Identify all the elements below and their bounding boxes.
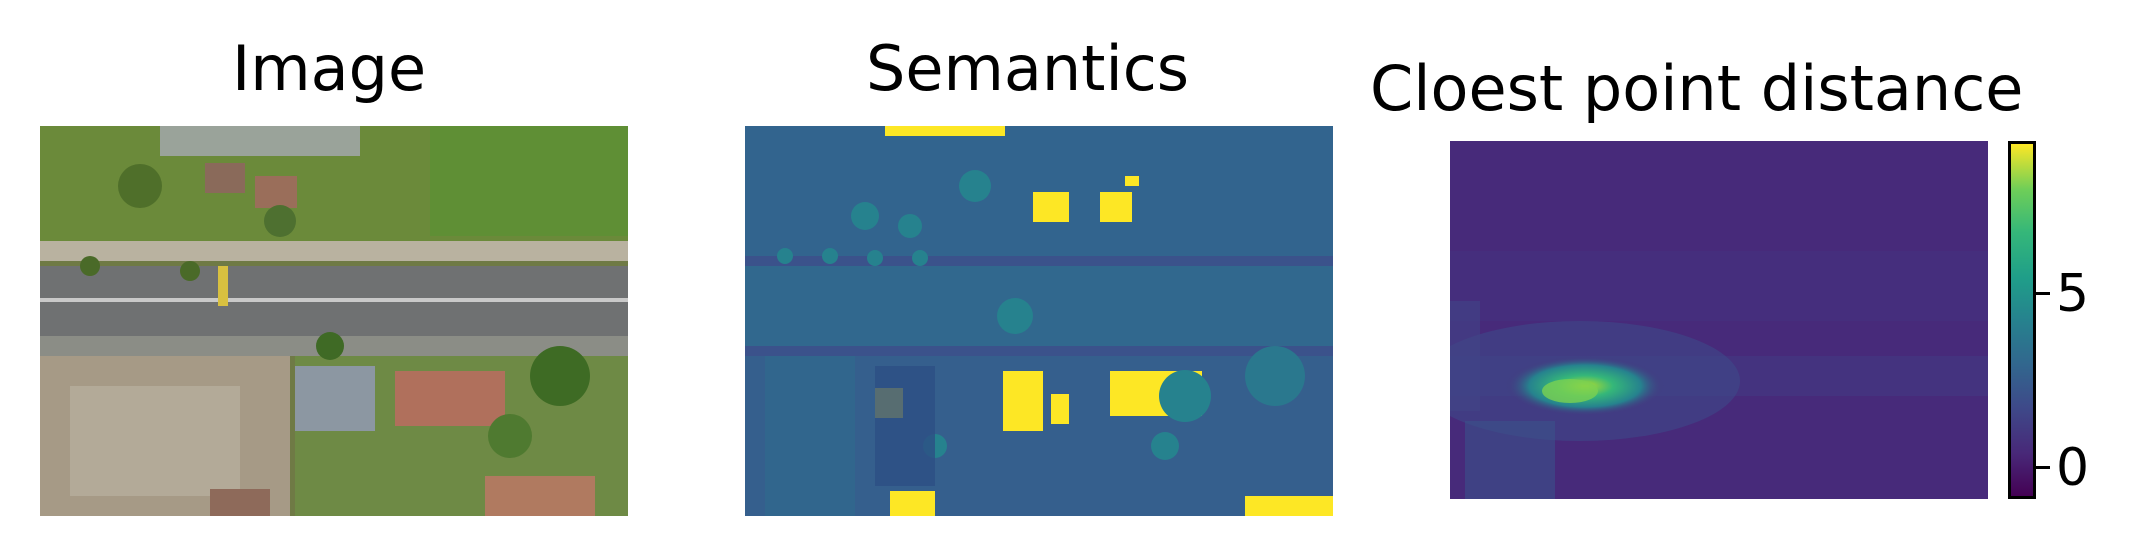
colorbar — [2008, 141, 2036, 499]
colorbar-tick-label-0: 0 — [2056, 438, 2090, 498]
distance-panel-title: Cloest point distance — [1370, 52, 2024, 125]
distance-heatmap — [1450, 141, 1988, 499]
colorbar-tick-label-5: 5 — [2056, 264, 2090, 324]
semantics-panel-title: Semantics — [866, 32, 1190, 105]
aerial-image — [40, 126, 628, 516]
semantics-image — [745, 126, 1333, 516]
colorbar-tick-0 — [2036, 466, 2050, 469]
image-panel-title: Image — [232, 32, 427, 105]
colorbar-tick-5 — [2036, 292, 2050, 295]
